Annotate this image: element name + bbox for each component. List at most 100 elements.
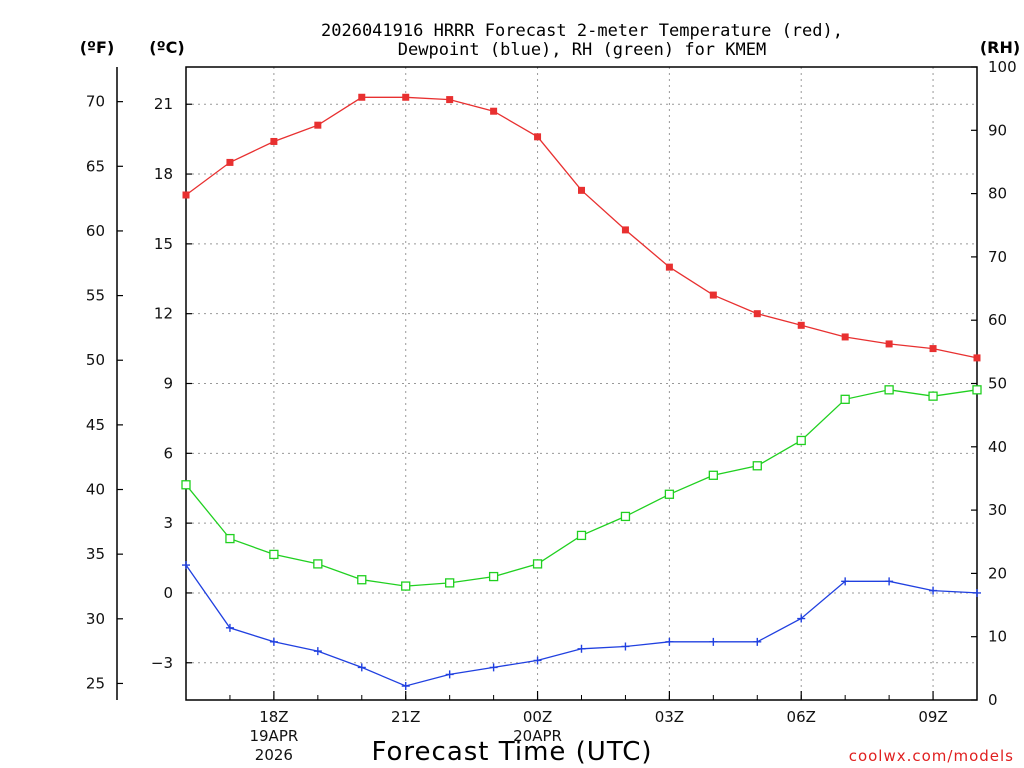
dewpoint-point: [401, 682, 410, 691]
dewpoint-point: [269, 637, 278, 646]
temperature-point: [929, 345, 937, 353]
fahrenheit-tick-label: 35: [86, 545, 105, 563]
dewpoint-point: [621, 642, 630, 651]
temperature-point: [490, 107, 498, 115]
rh-tick-label: 70: [988, 248, 1007, 266]
temperature-point: [841, 333, 849, 341]
x-tick-label: 03Z: [655, 708, 684, 726]
rh-point: [796, 435, 806, 446]
series-dewpoint: [182, 561, 981, 691]
rh-point: [928, 391, 938, 401]
celsius-tick-label: 18: [154, 165, 173, 183]
dewpoint-point: [489, 663, 498, 672]
grid-layer: [186, 67, 977, 700]
fahrenheit-tick-label: 30: [86, 610, 105, 628]
dewpoint-point: [885, 577, 894, 586]
rh-point: [357, 575, 367, 585]
x-tick-label: 00Z: [523, 708, 552, 726]
temperature-point: [753, 310, 761, 318]
rh-point: [488, 571, 499, 582]
rh-point: [884, 385, 894, 395]
rh-tick-label: 40: [988, 438, 1007, 456]
fahrenheit-tick-label: 70: [86, 93, 105, 111]
celsius-tick-label: 6: [163, 444, 173, 462]
celsius-tick-label: 3: [163, 514, 173, 532]
temperature-point: [973, 354, 981, 362]
series-layer: [181, 93, 982, 691]
rh-point: [181, 480, 191, 490]
fahrenheit-tick-label: 65: [86, 157, 105, 175]
dewpoint-point: [841, 577, 850, 586]
dewpoint-point: [182, 561, 190, 570]
rh-tick-label: 10: [988, 628, 1007, 646]
dewpoint-point: [709, 637, 718, 646]
temperature-point: [621, 226, 629, 234]
dewpoint-point: [577, 644, 586, 653]
rh-point: [664, 489, 675, 499]
dewpoint-point: [357, 663, 366, 672]
fahrenheit-tick-label: 55: [86, 287, 105, 305]
fahrenheit-tick-label: 40: [86, 481, 105, 499]
fahrenheit-tick-label: 45: [86, 416, 105, 434]
rh-tick-label: 90: [988, 121, 1007, 139]
fahrenheit-tick-label: 50: [86, 351, 105, 369]
temperature-point: [270, 137, 278, 145]
rh-tick-label: 80: [988, 185, 1007, 203]
temperature-point: [885, 340, 893, 348]
temperature-point: [446, 96, 454, 104]
x-tick-label: 06Z: [787, 708, 816, 726]
rh-point: [576, 530, 587, 541]
chart-title-line2: Dewpoint (blue), RH (green) for KMEM: [398, 40, 766, 60]
dewpoint-point: [665, 637, 674, 646]
temperature-point: [358, 93, 366, 101]
temperature-point: [534, 133, 542, 141]
dewpoint-point: [445, 670, 454, 679]
celsius-tick-label: 21: [154, 95, 173, 113]
temperature-point: [226, 158, 234, 166]
fahrenheit-tick-label: 60: [86, 222, 105, 240]
fahrenheit-unit-label: (ºF): [80, 38, 115, 57]
fahrenheit-tick-label: 25: [86, 674, 105, 692]
rh-tick-label: 0: [988, 691, 998, 709]
rh-tick-label: 20: [988, 564, 1007, 582]
dewpoint-point: [533, 656, 542, 665]
x-tick-label: 20APR: [513, 727, 562, 745]
series-rh: [181, 385, 982, 591]
celsius-tick-label: −3: [151, 654, 173, 672]
rh-tick-label: 30: [988, 501, 1007, 519]
rh-line: [185, 389, 978, 587]
x-tick-label: 09Z: [918, 708, 947, 726]
dewpoint-line: [185, 564, 978, 687]
dewpoint-point: [753, 637, 762, 646]
rh-point: [313, 559, 323, 569]
dewpoint-point: [225, 623, 234, 632]
temperature-point: [709, 291, 717, 299]
x-axis-title: Forecast Time (UTC): [371, 737, 652, 767]
temperature-point: [797, 321, 805, 329]
dewpoint-point: [929, 586, 938, 595]
rh-point: [401, 581, 411, 591]
rh-point: [972, 385, 982, 395]
celsius-tick-label: 12: [154, 305, 173, 323]
rh-point: [708, 470, 718, 480]
temperature-point: [665, 263, 673, 271]
series-temperature: [182, 93, 981, 362]
rh-tick-label: 50: [988, 375, 1007, 393]
chart-title-line1: 2026041916 HRRR Forecast 2-meter Tempera…: [321, 21, 843, 41]
x-tick-label: 19APR: [249, 727, 298, 745]
dewpoint-point: [313, 647, 322, 656]
rh-tick-label: 100: [988, 58, 1017, 76]
celsius-tick-label: 0: [163, 584, 173, 602]
dewpoint-point: [797, 614, 806, 623]
temperature-point: [314, 121, 322, 129]
rh-point: [532, 559, 543, 569]
x-tick-label: 2026: [255, 746, 293, 764]
rh-tick-label: 60: [988, 311, 1007, 329]
rh-point: [752, 461, 762, 471]
rh-point: [269, 549, 279, 560]
celsius-tick-label: 9: [163, 375, 173, 393]
x-tick-label: 18Z: [259, 708, 288, 726]
rh-point: [620, 511, 631, 522]
rh-point: [840, 394, 850, 404]
